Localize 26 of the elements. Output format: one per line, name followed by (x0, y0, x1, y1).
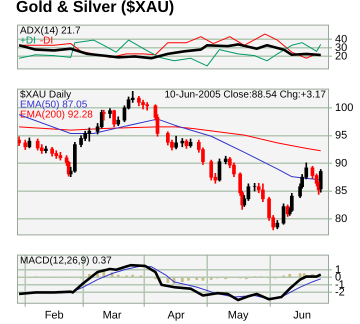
x-tick-label: Feb (44, 309, 64, 322)
bar (202, 278, 204, 281)
y-tick-label: 90 (335, 157, 348, 170)
y-tick-label: 85 (335, 185, 348, 198)
x-tick-label: Jun (293, 309, 312, 322)
annotation: 10-Jun-2005 Close:88.54 Chg:+3.17 (164, 89, 326, 100)
x-tick-label: Mar (102, 309, 122, 322)
chart-title: Gold & Silver ($XAU) (16, 0, 174, 16)
x-tick-label: May (228, 309, 249, 322)
series-label: -DI (40, 35, 54, 46)
series-label: MACD(12,26,9) 0.37 (20, 255, 112, 266)
x-tick-label: Apr (168, 309, 185, 322)
series-label: EMA(50) 87.05 (20, 99, 88, 110)
series-label: +DI (20, 35, 36, 46)
bar (187, 278, 190, 281)
bar (298, 273, 302, 277)
bar (180, 278, 184, 282)
y-tick-label: 80 (335, 212, 348, 225)
bar (166, 278, 170, 283)
y-tick-label: 20 (335, 50, 348, 63)
annotation: $XAU Daily (20, 89, 72, 100)
y-tick-label: 100 (335, 102, 354, 114)
series-label: ADX(14) 21.7 (20, 25, 82, 36)
bar (288, 274, 292, 277)
y-tick-label: 95 (335, 130, 348, 142)
series-label: EMA(200) 92.28 (20, 109, 94, 120)
